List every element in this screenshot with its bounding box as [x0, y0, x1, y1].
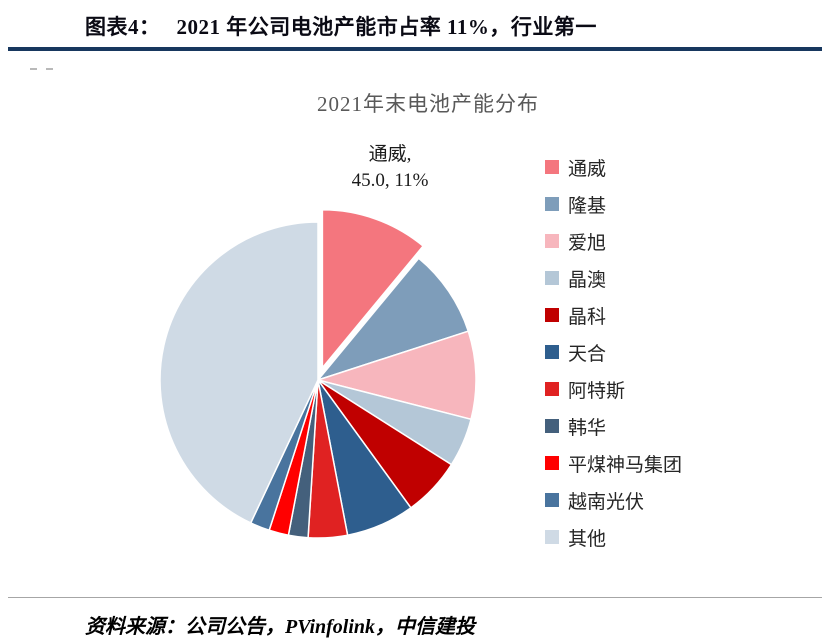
- legend-label: 阿特斯: [568, 380, 626, 402]
- legend-swatch: [545, 419, 559, 433]
- legend-swatch: [545, 530, 559, 544]
- pie-data-label: 通威, 45.0, 11%: [295, 142, 485, 193]
- legend-label: 平煤神马集团: [568, 454, 683, 476]
- legend-item: 韩华: [545, 414, 682, 439]
- legend-swatch: [545, 456, 559, 470]
- pie-data-label-line2: 45.0, 11%: [351, 169, 429, 191]
- chart-title: 2021年末电池产能分布: [317, 92, 539, 116]
- pie-data-label-line1: 通威,: [368, 144, 412, 165]
- legend-item: 通威: [545, 155, 682, 180]
- legend-item: 隆基: [545, 192, 682, 217]
- legend-item: 晶科: [545, 303, 682, 328]
- scan-artifact-marks: [30, 57, 70, 70]
- legend-label: 隆基: [568, 195, 607, 217]
- legend-swatch: [545, 271, 559, 285]
- legend-swatch: [545, 493, 559, 507]
- pie-slice-1: [315, 257, 470, 382]
- chart-legend: 通威隆基爱旭晶澳晶科天合阿特斯韩华平煤神马集团 越南光伏其他: [545, 155, 683, 550]
- figure-title: 2021 年公司电池产能市占率 11%，行业第一: [176, 15, 597, 39]
- legend-item: 晶澳: [545, 266, 682, 291]
- legend-item: 越南光伏: [545, 488, 682, 513]
- legend-item: 其他: [545, 525, 682, 550]
- legend-label: 越南光伏: [568, 491, 645, 513]
- legend-item: 平煤神马集团: [545, 451, 683, 476]
- legend-swatch: [545, 382, 559, 396]
- legend-label: 晶澳: [568, 269, 607, 291]
- legend-label: 晶科: [568, 306, 607, 328]
- pie-slice-2: [315, 330, 477, 421]
- pie-slice-10: [159, 221, 319, 524]
- pie-slice-0: [321, 209, 425, 370]
- legend-swatch: [545, 160, 559, 174]
- legend-item: 天合: [545, 340, 682, 365]
- legend-label: 通威: [568, 158, 607, 180]
- legend-swatch: [545, 345, 559, 359]
- legend-swatch: [545, 197, 559, 211]
- header-rule: [8, 47, 822, 51]
- legend-label: 其他: [568, 528, 607, 550]
- legend-item: 阿特斯: [545, 377, 682, 402]
- legend-swatch: [545, 234, 559, 248]
- pie-chart: [159, 209, 477, 539]
- legend-label: 爱旭: [568, 232, 607, 254]
- footer-rule: [8, 597, 822, 598]
- legend-swatch: [545, 308, 559, 322]
- legend-label: 韩华: [568, 417, 607, 439]
- legend-item: 爱旭: [545, 229, 682, 254]
- figure-label: 图表4：: [85, 15, 161, 39]
- legend-label: 天合: [568, 343, 607, 365]
- figure-header: 图表4： 2021 年公司电池产能市占率 11%，行业第一: [85, 11, 597, 41]
- source-note: 资料来源：公司公告，PVinfolink，中信建投: [85, 616, 476, 638]
